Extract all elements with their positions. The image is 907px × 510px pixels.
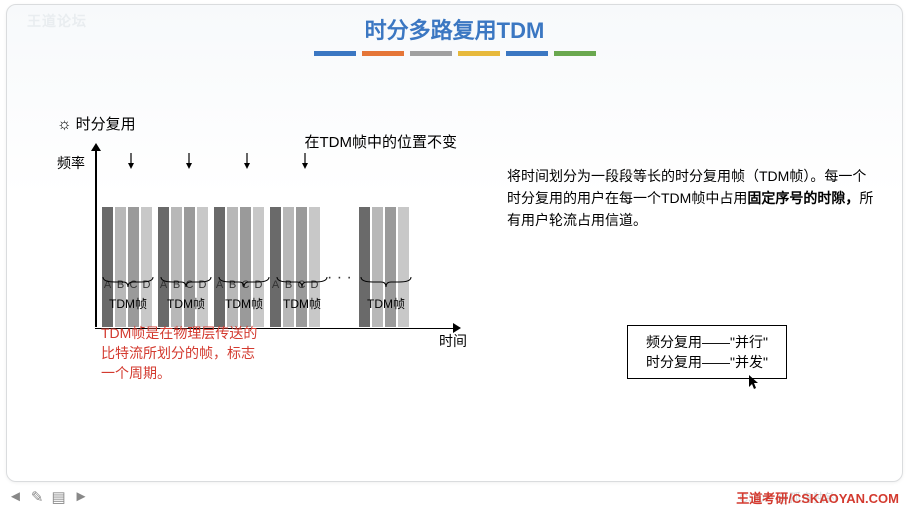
pointer-arrow-icon [99, 153, 157, 171]
frame-label: TDM帧 [99, 295, 157, 312]
brace-icon [99, 275, 157, 289]
compare-line2: 时分复用——"并发" [646, 352, 768, 372]
underline-segment [410, 51, 452, 56]
frame-label: TDM帧 [157, 295, 215, 312]
prev-button[interactable]: ◄ [8, 488, 23, 506]
underline-segment [506, 51, 548, 56]
edit-button[interactable]: ✎ [31, 488, 44, 506]
brand-text: 王道考研 [736, 491, 788, 506]
underline-segment [362, 51, 404, 56]
brace-icon [273, 275, 331, 289]
explain-bold: 固定序号的时隙， [747, 190, 859, 206]
bottom-bar: ◄ ✎ ▤ ► 王道考研/CSKAOYAN.COM [0, 484, 907, 510]
section-label-text: 时分复用 [76, 116, 136, 133]
footer-brand: 王道考研/CSKAOYAN.COM [736, 488, 899, 507]
brace-icon [157, 275, 215, 289]
red-note-text: TDM帧是在物理层传送的比特流所划分的帧，标志一个周期。 [101, 325, 257, 381]
frame-label: TDM帧 [215, 295, 273, 312]
tdm-diagram: ☼时分复用 在TDM帧中的位置不变 频率 ABCDABCDABCDABCD· ·… [57, 113, 477, 413]
compare-line1: 频分复用——"并行" [646, 332, 768, 352]
y-axis-label: 频率 [57, 153, 85, 173]
cursor-icon [749, 375, 761, 394]
bullet-icon: ☼ [57, 116, 72, 133]
diagram-section-label: ☼时分复用 [57, 113, 136, 134]
slide-container: 王道论坛 时分多路复用TDM ☼时分复用 在TDM帧中的位置不变 频率 ABCD… [6, 4, 903, 482]
y-axis-line [95, 149, 97, 327]
pointer-arrow-icon [215, 153, 273, 171]
underline-segment [314, 51, 356, 56]
explanation-text: 将时间划分为一段段等长的时分复用帧（TDM帧）。每一个时分复用的用户在每一个TD… [507, 165, 877, 231]
x-axis-label: 时间 [439, 331, 467, 351]
page-title: 时分多路复用TDM [7, 13, 902, 45]
underline-segment [554, 51, 596, 56]
frame-label: TDM帧 [357, 295, 415, 312]
title-text: 时分多路复用TDM [365, 18, 545, 43]
pointer-arrow-icon [157, 153, 215, 171]
pointer-arrow-icon [273, 153, 331, 171]
title-underline [314, 51, 596, 56]
red-note: TDM帧是在物理层传送的比特流所划分的帧，标志一个周期。 [101, 323, 261, 383]
next-button[interactable]: ► [74, 488, 89, 506]
brand-url: /CSKAOYAN.COM [788, 491, 899, 506]
frame-label: TDM帧 [273, 295, 331, 312]
menu-button[interactable]: ▤ [51, 488, 65, 506]
brace-row [99, 275, 415, 289]
nav-icons: ◄ ✎ ▤ ► [8, 488, 88, 506]
brace-icon [215, 275, 273, 289]
frame-label-row: TDM帧TDM帧TDM帧TDM帧TDM帧 [99, 295, 415, 312]
y-axis-arrow-icon [91, 143, 101, 151]
underline-segment [458, 51, 500, 56]
brace-icon [357, 275, 415, 289]
pointer-row [99, 153, 331, 171]
compare-box: 频分复用——"并行" 时分复用——"并发" [627, 325, 787, 379]
